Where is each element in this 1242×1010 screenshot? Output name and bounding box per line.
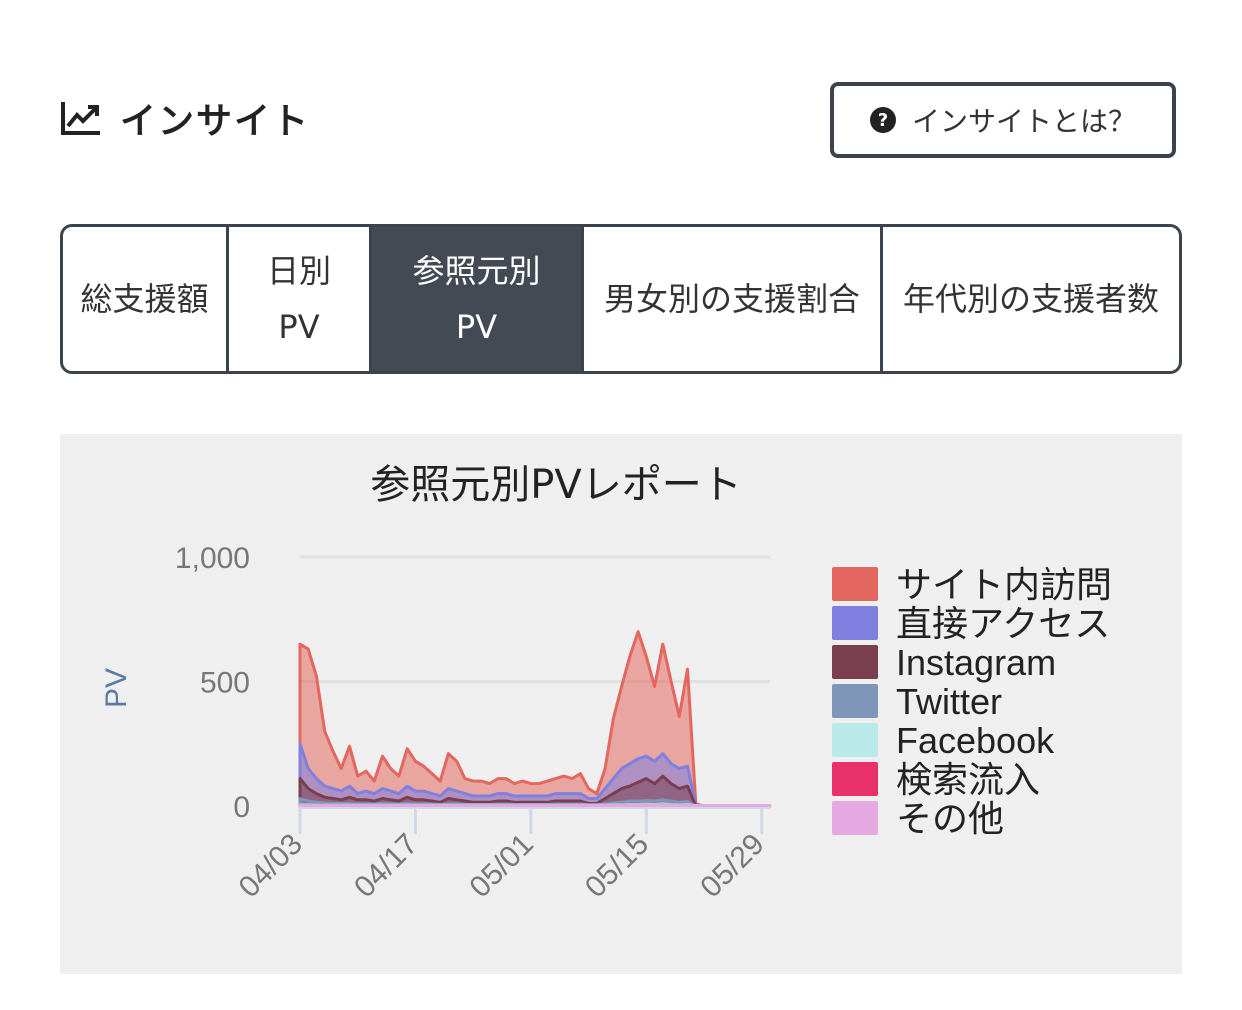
series-area-6: [298, 804, 772, 808]
question-circle-icon: ?: [869, 107, 896, 133]
legend-swatch: [832, 684, 878, 718]
legend-swatch: [832, 606, 878, 640]
legend-swatch: [832, 645, 878, 679]
legend-label: その他: [896, 798, 1004, 839]
legend-swatch: [832, 567, 878, 601]
legend-label: Facebook: [896, 720, 1055, 761]
chart-svg: 参照元別PVレポート 0 500 1,000 04/03 04/17 05/01 05/15…: [100, 462, 1112, 904]
legend-label: Instagram: [896, 642, 1056, 683]
referrer-pv-chart: 参照元別PVレポート 0 500 1,000 04/03 04/17 05/01 05/15…: [60, 434, 1182, 974]
tab-total-support[interactable]: 総支援額: [63, 227, 229, 371]
chart-line-icon: [61, 102, 100, 135]
legend-label: 検索流入: [896, 759, 1040, 800]
x-tick-label: 05/15: [579, 828, 655, 904]
legend-swatch: [832, 801, 878, 835]
x-tick-label: 05/29: [694, 828, 770, 904]
y-tick-label: 1,000: [175, 542, 250, 575]
tab-label: 総支援額: [80, 280, 209, 318]
tab-gender-ratio[interactable]: 男女別の支援割合: [584, 227, 883, 371]
y-axis-label: PV: [100, 668, 133, 708]
tab-label: 年代別の支援者数: [902, 280, 1159, 318]
tab-daily-pv[interactable]: 日別PV: [229, 227, 372, 371]
chart-title: 参照元別PVレポート: [370, 462, 741, 508]
tab-referrer-pv[interactable]: 参照元別PV: [372, 227, 584, 371]
insight-tabs: 総支援額 日別PV 参照元別PV 男女別の支援割合 年代別の支援者数: [60, 224, 1182, 374]
x-tick-label: 04/03: [233, 828, 309, 904]
series-area-0: [298, 630, 772, 808]
page-title: インサイト: [120, 101, 311, 142]
insight-header: インサイト: [60, 92, 310, 144]
tab-label: 男女別の支援割合: [603, 280, 860, 318]
insight-help-button[interactable]: ? インサイトとは？: [830, 82, 1176, 158]
legend-label: Twitter: [896, 681, 1002, 722]
tab-age-supporters[interactable]: 年代別の支援者数: [883, 227, 1179, 371]
legend-label: 直接アクセス: [896, 603, 1110, 644]
y-tick-label: 500: [200, 667, 250, 700]
x-tick-label: 04/17: [348, 828, 424, 904]
legend-swatch: [832, 762, 878, 796]
legend-swatch: [832, 723, 878, 757]
legend-label: サイト内訪問: [896, 564, 1112, 605]
x-tick-label: 05/01: [463, 828, 539, 904]
tab-label: 参照元別PV: [412, 252, 541, 346]
tab-label: 日別PV: [266, 252, 331, 346]
y-tick-label: 0: [233, 791, 250, 824]
help-button-label: インサイトとは？: [911, 105, 1136, 138]
